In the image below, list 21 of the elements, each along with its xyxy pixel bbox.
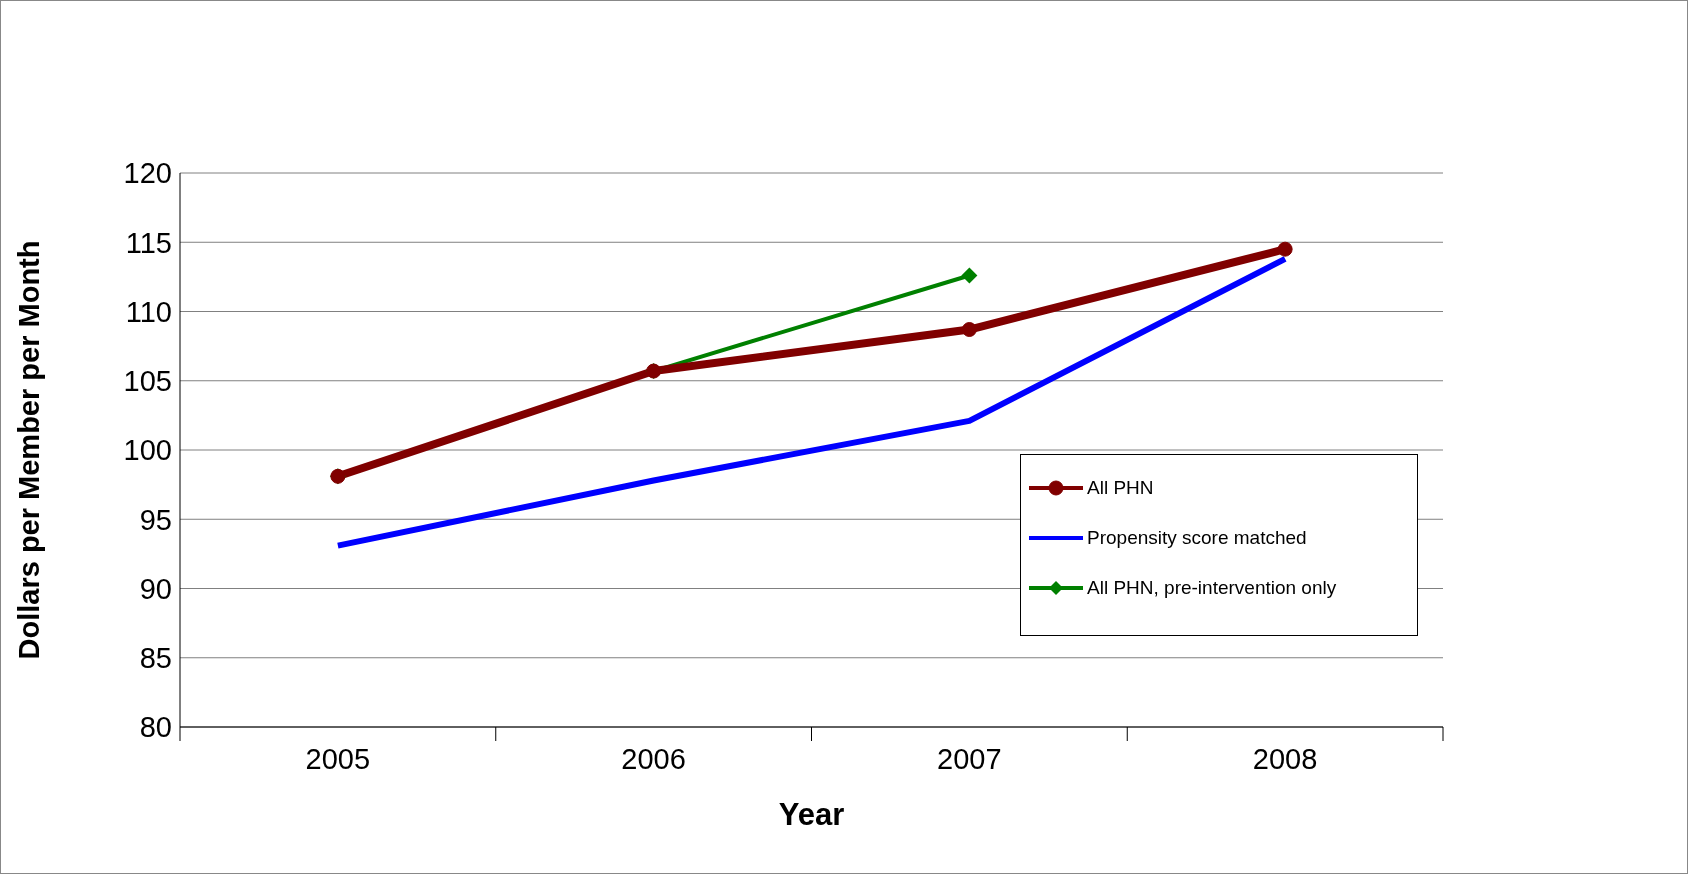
x-tick-label: 2007 [937, 743, 1002, 775]
x-tick-label: 2006 [621, 743, 686, 775]
point [961, 322, 977, 338]
y-tick-label: 85 [139, 642, 172, 675]
x-tick-label: 2005 [305, 743, 371, 775]
x-tick-label: 2008 [1252, 743, 1318, 775]
y-tick-label: 80 [139, 711, 172, 744]
y-tick-label: 105 [123, 365, 172, 398]
legend-label: Propensity score matched [1087, 527, 1307, 549]
y-tick-label: 100 [123, 434, 172, 467]
legend-label: All PHN [1087, 477, 1154, 499]
y-tick-label: 115 [125, 226, 172, 259]
y-tick-label: 110 [125, 295, 172, 328]
x-axis-title: Year [778, 797, 845, 832]
y-tick-label: 95 [139, 503, 172, 536]
y-axis-title: Dollars per Member per Month [13, 240, 46, 660]
legend-label: All PHN, pre-intervention only [1087, 577, 1337, 599]
y-tick-label: 120 [123, 157, 172, 190]
point [961, 267, 978, 284]
point [1277, 241, 1293, 257]
y-tick-label: 90 [139, 572, 172, 605]
